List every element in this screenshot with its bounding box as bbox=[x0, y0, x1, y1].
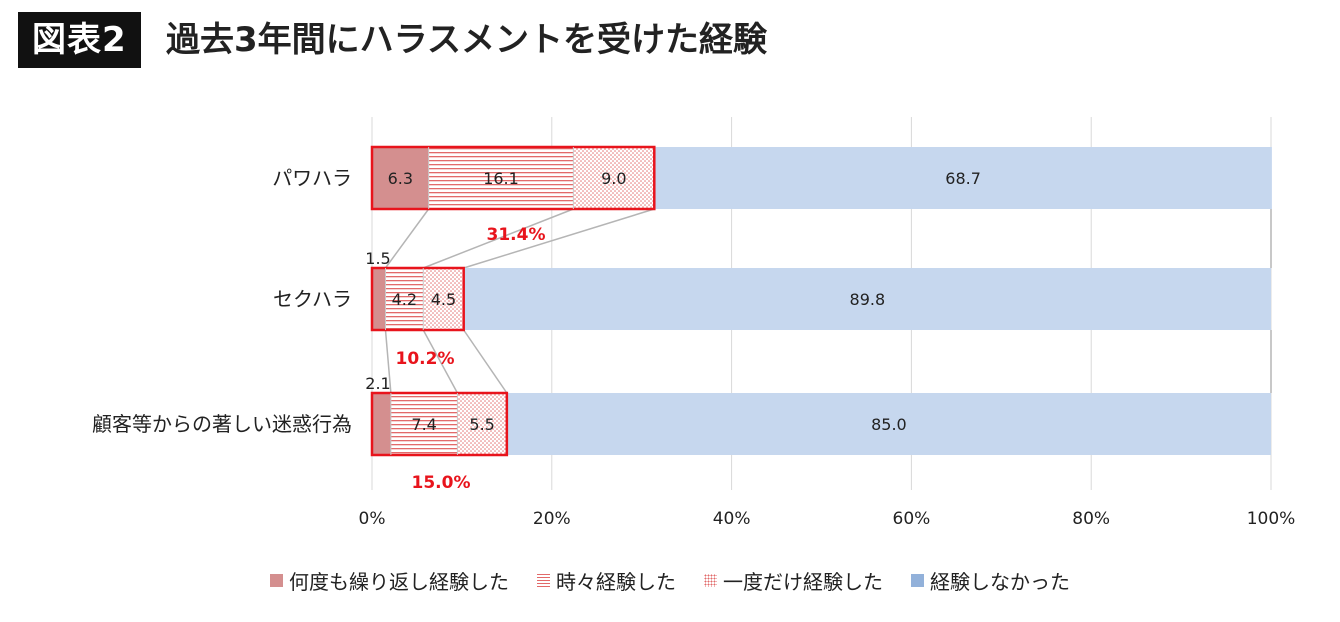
data-label: 9.0 bbox=[601, 169, 626, 188]
category-label: パワハラ bbox=[272, 166, 352, 190]
legend-swatch-solid-icon bbox=[270, 574, 283, 587]
experienced-total-label: 31.4% bbox=[487, 225, 546, 245]
experienced-outline bbox=[370, 145, 656, 211]
data-label: 89.8 bbox=[850, 290, 886, 309]
legend-swatch-blue-icon bbox=[911, 574, 924, 587]
stacked-bar-chart: 0% 20% 40% 60% 80% 100% パワハラ 6.3 16.1 9.0 68.7 31.4… bbox=[92, 117, 1296, 529]
connector-line bbox=[422, 208, 574, 269]
bar-segment bbox=[372, 147, 429, 209]
legend-item-never: 経験しなかった bbox=[911, 566, 1070, 595]
category-label: セクハラ bbox=[273, 287, 352, 311]
bar-segment bbox=[385, 268, 424, 330]
x-tick-label: 20% bbox=[533, 509, 571, 529]
data-label: 16.1 bbox=[483, 169, 519, 188]
bar-segment bbox=[573, 147, 655, 209]
connector-line bbox=[384, 208, 430, 269]
x-tick-label: 40% bbox=[713, 509, 751, 529]
bar-segment bbox=[654, 147, 1272, 209]
legend: 何度も繰り返し経験した 時々経験した 一度だけ経験した 経験しなかった bbox=[0, 566, 1340, 595]
experienced-total-label: 10.2% bbox=[396, 349, 455, 369]
chart-title: 過去3年間にハラスメントを受けた経験 bbox=[166, 20, 767, 60]
legend-swatch-dots-icon bbox=[704, 574, 717, 587]
connector-line bbox=[463, 329, 508, 394]
x-tick-label: 80% bbox=[1072, 509, 1110, 529]
bar-segment bbox=[463, 268, 1271, 330]
data-label: 1.5 bbox=[365, 249, 390, 268]
legend-item-repeated: 何度も繰り返し経験した bbox=[270, 566, 509, 595]
bar-segment bbox=[423, 268, 464, 330]
data-label: 6.3 bbox=[388, 169, 413, 188]
bar-segment bbox=[390, 393, 458, 455]
x-tick-label: 100% bbox=[1247, 509, 1296, 529]
legend-item-sometimes: 時々経験した bbox=[537, 566, 676, 595]
experienced-total-label: 15.0% bbox=[412, 473, 471, 493]
legend-item-once: 一度だけ経験した bbox=[704, 566, 883, 595]
data-label: 4.2 bbox=[392, 290, 417, 309]
x-tick-label: 0% bbox=[359, 509, 386, 529]
data-label: 85.0 bbox=[871, 415, 907, 434]
data-label: 4.5 bbox=[431, 290, 456, 309]
x-tick-label: 60% bbox=[893, 509, 931, 529]
legend-swatch-lines-icon bbox=[537, 574, 550, 587]
legend-label: 何度も繰り返し経験した bbox=[289, 570, 509, 594]
data-label: 68.7 bbox=[945, 169, 981, 188]
bar-segment bbox=[457, 393, 507, 455]
bar-segment bbox=[372, 268, 386, 330]
connector-line bbox=[422, 329, 459, 394]
legend-label: 時々経験した bbox=[556, 570, 676, 594]
experienced-outline bbox=[370, 391, 509, 457]
data-label: 5.5 bbox=[469, 415, 494, 434]
data-label: 2.1 bbox=[365, 374, 390, 393]
connector-line bbox=[384, 329, 392, 394]
figure-number-badge: 図表2 bbox=[18, 12, 141, 68]
legend-label: 経験しなかった bbox=[930, 570, 1070, 594]
legend-label: 一度だけ経験した bbox=[723, 570, 883, 594]
experienced-outline bbox=[370, 266, 465, 332]
category-label: 顧客等からの著しい迷惑行為 bbox=[92, 412, 352, 436]
bar-segment bbox=[506, 393, 1272, 455]
bar-segment bbox=[372, 393, 391, 455]
data-label: 7.4 bbox=[411, 415, 436, 434]
bar-segment bbox=[428, 147, 574, 209]
connector-line bbox=[463, 208, 655, 269]
